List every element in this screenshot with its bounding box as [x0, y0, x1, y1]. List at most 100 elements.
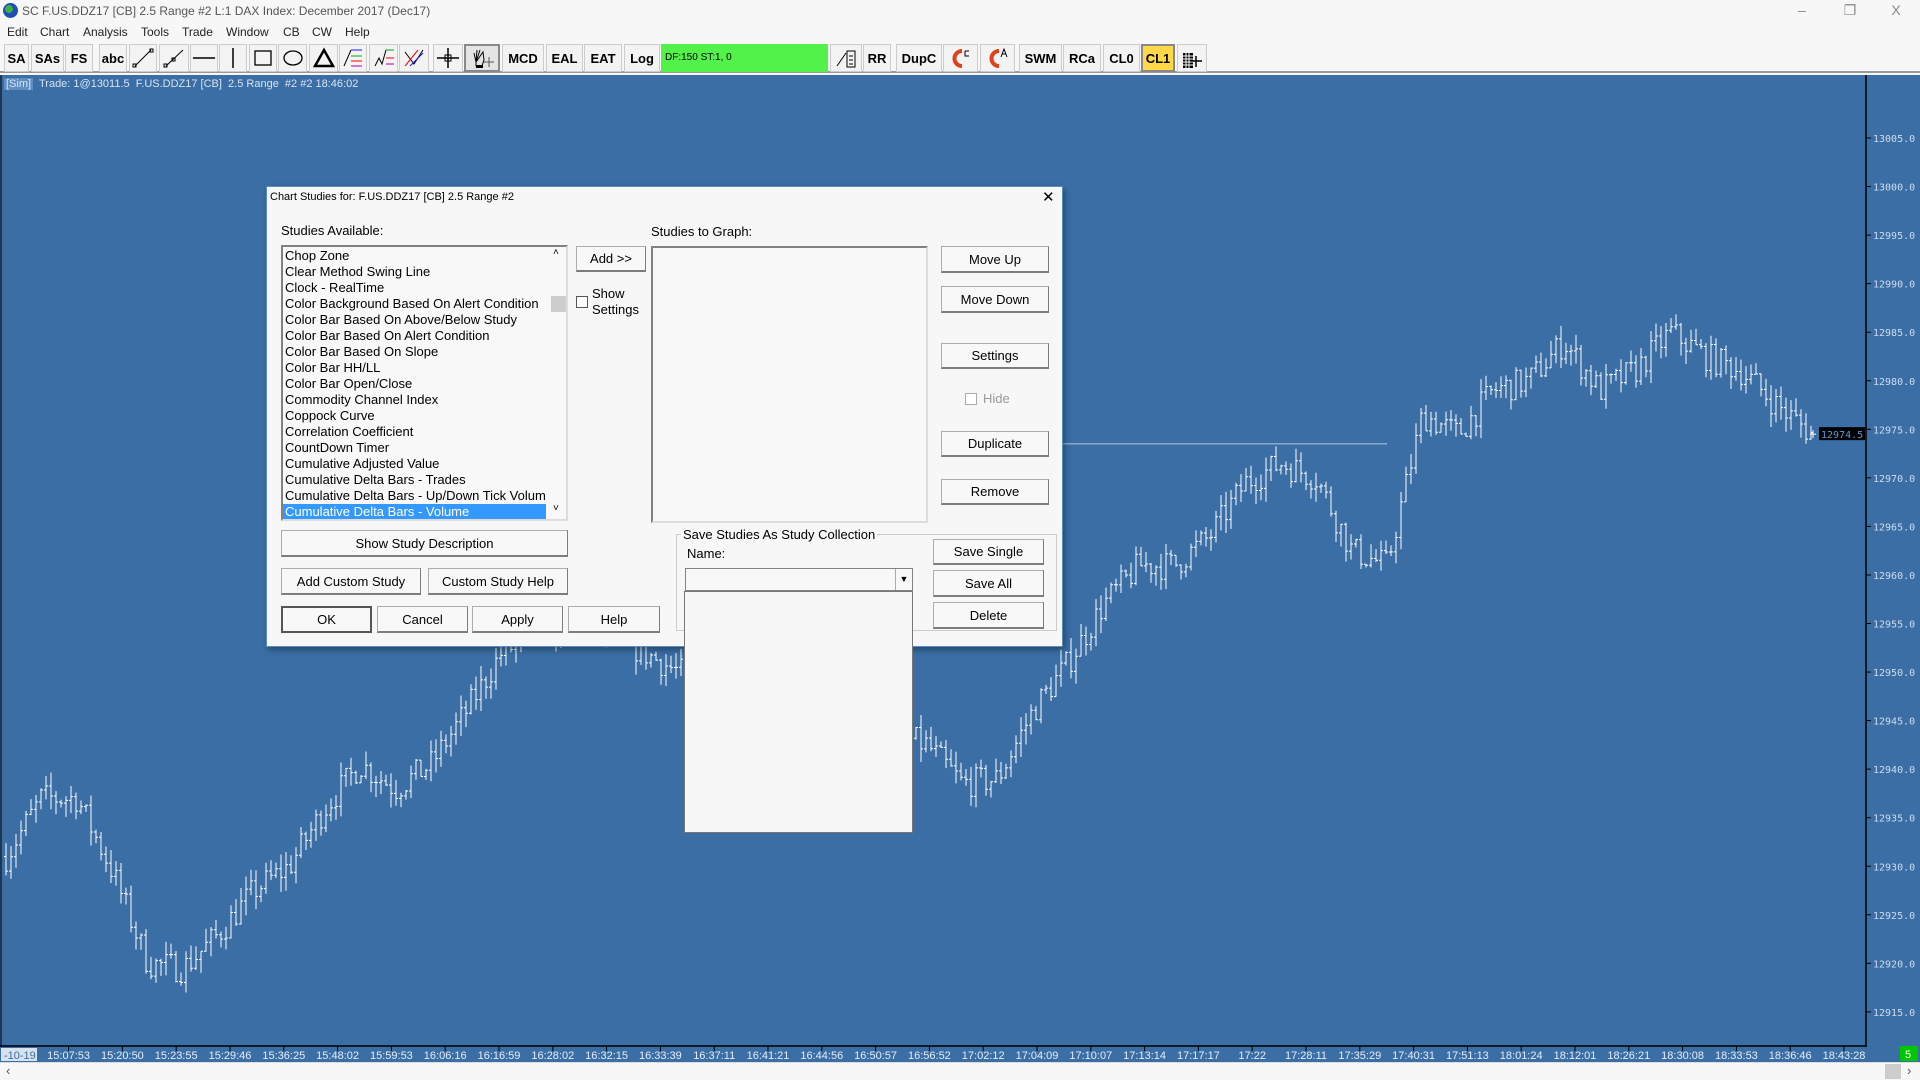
- toolbar-button-eat[interactable]: EAT: [584, 44, 622, 72]
- menu-window[interactable]: Window: [226, 25, 269, 39]
- rectangle-button[interactable]: [249, 44, 277, 72]
- price-bar: [1809, 425, 1813, 440]
- price-chart[interactable]: 13005.0 13000.0 12995.0 12990.0 12985.0 12980…: [0, 75, 1920, 1062]
- toolbar-button-sa[interactable]: SA: [4, 44, 29, 72]
- cancel-button[interactable]: Cancel: [377, 606, 468, 633]
- studies-available-list[interactable]: Chop Zone Clear Method Swing Line Clock - …: [281, 245, 568, 521]
- magnet-c-button[interactable]: [943, 44, 978, 72]
- scroll-thumb[interactable]: [1885, 1064, 1901, 1079]
- toolbar-button-eal[interactable]: EAL: [546, 44, 583, 72]
- add-study-button[interactable]: Add >>: [576, 246, 646, 272]
- study-list-item[interactable]: Color Bar Based On Above/Below Study: [285, 312, 517, 327]
- chevron-down-icon[interactable]: ▼: [895, 569, 912, 590]
- toolbar-button-mcd[interactable]: MCD: [502, 44, 544, 72]
- minimize-button[interactable]: –: [1798, 2, 1806, 18]
- line-tool-button[interactable]: [129, 44, 157, 72]
- price-tick-label: 12990.0: [1873, 280, 1915, 291]
- hand-pan-icon: [473, 49, 494, 68]
- studies-to-graph-list[interactable]: [651, 246, 928, 523]
- study-list-item[interactable]: Coppock Curve: [285, 408, 375, 423]
- menu-chart[interactable]: Chart: [40, 25, 70, 39]
- menu-help[interactable]: Help: [345, 25, 370, 39]
- toolbar-button-sas[interactable]: SAs: [31, 44, 64, 72]
- magnet-a-button[interactable]: [980, 44, 1015, 72]
- study-list-item[interactable]: Color Bar Based On Alert Condition: [285, 328, 490, 343]
- add-custom-study-button[interactable]: Add Custom Study: [281, 568, 421, 595]
- move-down-button[interactable]: Move Down: [941, 286, 1049, 313]
- save-all-button[interactable]: Save All: [933, 570, 1044, 597]
- study-list-item[interactable]: Chop Zone: [285, 248, 350, 263]
- scroll-down-icon[interactable]: ˅: [553, 503, 559, 514]
- remove-button[interactable]: Remove: [941, 479, 1049, 505]
- toolbar-button-dupc[interactable]: DupC: [896, 44, 942, 72]
- study-list-item[interactable]: Cumulative Delta Bars - Up/Down Tick Vol…: [285, 488, 546, 503]
- close-window-button[interactable]: X: [1891, 2, 1901, 18]
- price-tick-label: 12950.0: [1873, 668, 1915, 679]
- price-bar: [94, 829, 98, 844]
- fan-button[interactable]: [399, 44, 429, 72]
- ok-button[interactable]: OK: [281, 606, 372, 633]
- hand-pan-button[interactable]: [464, 44, 500, 72]
- toolbar-button-log[interactable]: Log: [624, 44, 660, 72]
- menu-trade[interactable]: Trade: [182, 25, 213, 39]
- ray-tool-button[interactable]: [159, 44, 189, 72]
- study-list-item[interactable]: Clock - RealTime: [285, 280, 385, 295]
- horizontal-scrollbar[interactable]: ‹ ›: [0, 1062, 1920, 1080]
- toolbar-button-fs[interactable]: FS: [65, 44, 93, 72]
- study-list-item[interactable]: Cumulative Delta Bars - Volume: [283, 504, 546, 519]
- study-list-item[interactable]: Color Bar HH/LL: [285, 360, 381, 375]
- study-list-item[interactable]: CountDown Timer: [285, 440, 390, 455]
- menu-cw[interactable]: CW: [312, 25, 332, 39]
- dialog-close-icon[interactable]: ✕: [1042, 189, 1055, 206]
- vertical-line-button[interactable]: [219, 44, 247, 72]
- ellipse-button[interactable]: [278, 44, 307, 72]
- duplicate-button[interactable]: Duplicate: [941, 431, 1049, 457]
- menu-tools[interactable]: Tools: [141, 25, 170, 39]
- crosshair-button[interactable]: [433, 44, 463, 72]
- fib-retracement-button[interactable]: [339, 44, 367, 72]
- show-settings-checkbox[interactable]: [576, 296, 588, 308]
- study-list-item[interactable]: Cumulative Delta Bars - Trades: [285, 472, 466, 487]
- toolbar-button-rca[interactable]: RCa: [1063, 44, 1101, 72]
- menu-cb[interactable]: CB: [283, 25, 300, 39]
- fib-extension-button[interactable]: [369, 44, 398, 72]
- restore-button[interactable]: ❐: [1843, 2, 1857, 18]
- tpo-grid-button[interactable]: [1177, 44, 1207, 72]
- toolbar-button-cl1[interactable]: CL1: [1141, 44, 1175, 72]
- menu-analysis[interactable]: Analysis: [83, 25, 128, 39]
- collection-name-combobox[interactable]: ▼: [685, 568, 913, 591]
- collection-dropdown-list[interactable]: [684, 591, 913, 833]
- line-calc-button[interactable]: [830, 44, 862, 72]
- save-single-button[interactable]: Save Single: [933, 539, 1044, 565]
- study-list-item[interactable]: Cumulative Adjusted Value: [285, 456, 440, 471]
- custom-study-help-button[interactable]: Custom Study Help: [428, 568, 568, 595]
- study-list-item[interactable]: Color Background Based On Alert Conditio…: [285, 296, 539, 311]
- show-study-description-button[interactable]: Show Study Description: [281, 530, 568, 557]
- price-bar: [234, 899, 238, 926]
- hide-checkbox[interactable]: [965, 393, 977, 405]
- toolbar-button-rr[interactable]: RR: [863, 44, 891, 72]
- price-bar: [1599, 372, 1603, 400]
- delete-button[interactable]: Delete: [933, 602, 1044, 629]
- settings-button[interactable]: Settings: [941, 343, 1049, 369]
- triangle-button[interactable]: [309, 44, 338, 72]
- price-bar: [659, 658, 663, 685]
- study-list-item[interactable]: Clear Method Swing Line: [285, 264, 431, 279]
- apply-button[interactable]: Apply: [472, 606, 563, 633]
- scroll-left-icon[interactable]: ‹: [6, 1063, 11, 1078]
- study-list-item[interactable]: Color Bar Open/Close: [285, 376, 413, 391]
- list-scrollbar[interactable]: ˄ ˅: [551, 247, 566, 519]
- move-up-button[interactable]: Move Up: [941, 246, 1049, 273]
- scroll-up-icon[interactable]: ˄: [553, 247, 559, 258]
- study-list-item[interactable]: Correlation Coefficient: [285, 424, 414, 439]
- list-scroll-thumb[interactable]: [551, 296, 566, 312]
- horizontal-line-button[interactable]: [190, 44, 218, 72]
- toolbar-button-swm[interactable]: SWM: [1019, 44, 1062, 72]
- help-button[interactable]: Help: [568, 606, 660, 633]
- toolbar-button-cl0[interactable]: CL0: [1103, 44, 1140, 72]
- menu-edit[interactable]: Edit: [7, 25, 28, 39]
- scroll-right-icon[interactable]: ›: [1907, 1063, 1912, 1078]
- study-list-item[interactable]: Color Bar Based On Slope: [285, 344, 439, 359]
- study-list-item[interactable]: Commodity Channel Index: [285, 392, 439, 407]
- toolbar-button-abc[interactable]: abc: [99, 44, 127, 72]
